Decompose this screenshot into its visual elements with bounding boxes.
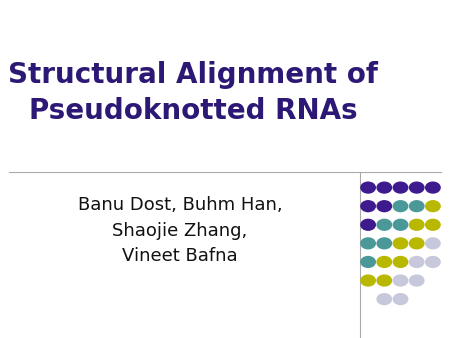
Text: Structural Alignment of
Pseudoknotted RNAs: Structural Alignment of Pseudoknotted RN… xyxy=(9,61,378,124)
Text: Banu Dost, Buhm Han,
Shaojie Zhang,
Vineet Bafna: Banu Dost, Buhm Han, Shaojie Zhang, Vine… xyxy=(78,196,282,265)
